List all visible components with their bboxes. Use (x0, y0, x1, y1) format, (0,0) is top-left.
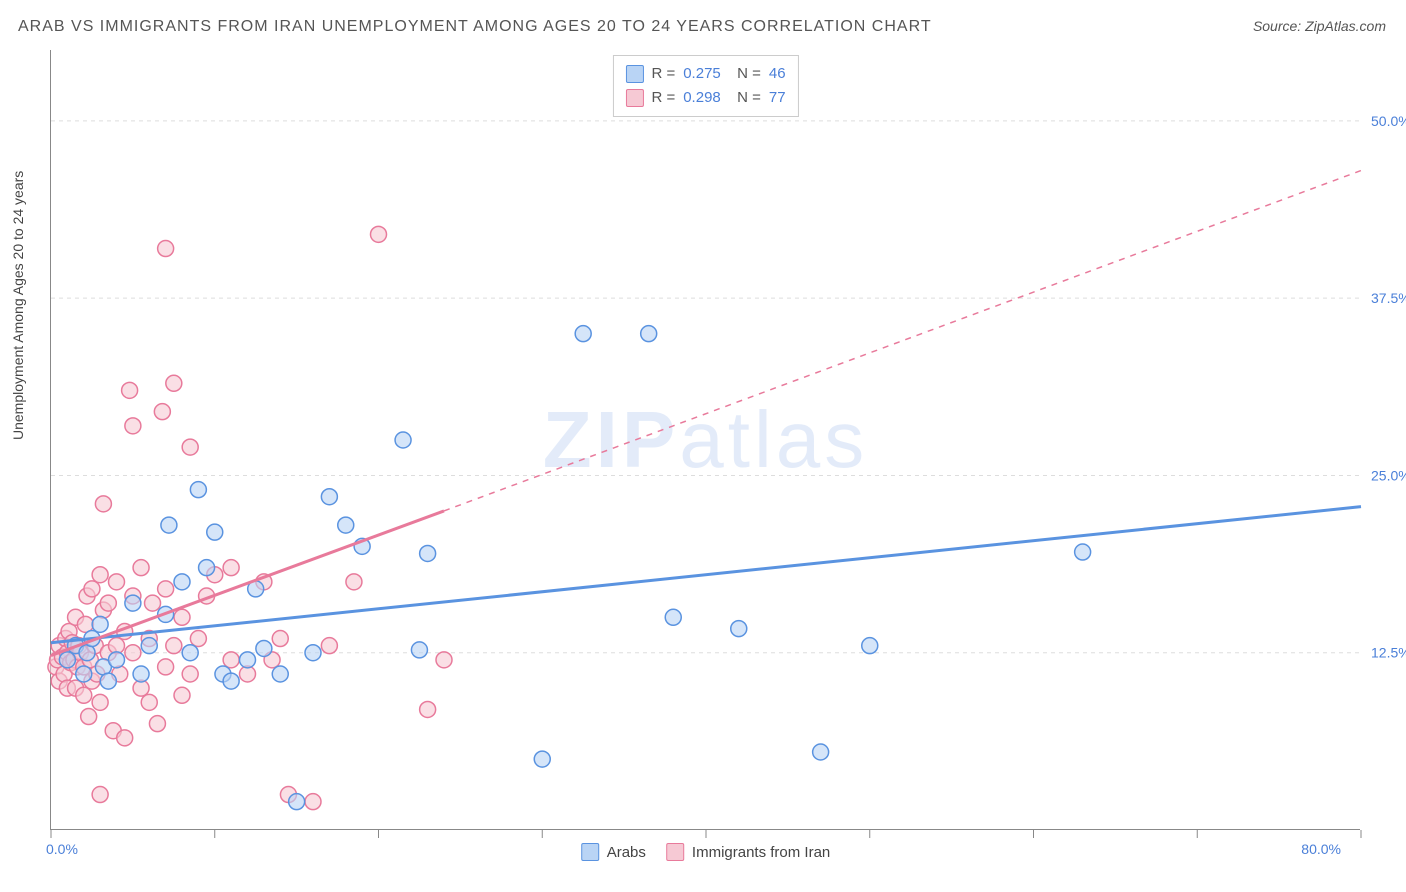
swatch-arabs-bottom (581, 843, 599, 861)
source-label: Source: ZipAtlas.com (1253, 18, 1386, 34)
svg-text:25.0%: 25.0% (1371, 467, 1406, 483)
swatch-iran-bottom (666, 843, 684, 861)
svg-text:12.5%: 12.5% (1371, 645, 1406, 661)
scatter-svg: 12.5%25.0%37.5%50.0%0.0%80.0% (51, 50, 1361, 830)
series-legend: Arabs Immigrants from Iran (581, 843, 831, 861)
swatch-iran (625, 89, 643, 107)
legend-n-value-arabs: 46 (769, 62, 786, 86)
svg-text:80.0%: 80.0% (1301, 841, 1341, 857)
legend-r-value-iran: 0.298 (683, 86, 721, 110)
legend-label-arabs: Arabs (607, 844, 646, 861)
legend-r-value-arabs: 0.275 (683, 62, 721, 86)
legend-row-iran: R = 0.298 N = 77 (625, 86, 785, 110)
swatch-arabs (625, 65, 643, 83)
chart-title: ARAB VS IMMIGRANTS FROM IRAN UNEMPLOYMEN… (18, 18, 932, 36)
legend-n-value-iran: 77 (769, 86, 786, 110)
legend-spacer: N = (729, 86, 761, 110)
legend-item-arabs: Arabs (581, 843, 646, 861)
y-axis-label: Unemployment Among Ages 20 to 24 years (10, 171, 26, 440)
svg-text:0.0%: 0.0% (46, 841, 78, 857)
correlation-legend: R = 0.275 N = 46 R = 0.298 N = 77 (612, 55, 798, 117)
legend-row-arabs: R = 0.275 N = 46 (625, 62, 785, 86)
legend-item-iran: Immigrants from Iran (666, 843, 830, 861)
svg-text:37.5%: 37.5% (1371, 290, 1406, 306)
legend-label-iran: Immigrants from Iran (692, 844, 830, 861)
chart-plot-area: ZIPatlas 12.5%25.0%37.5%50.0%0.0%80.0% R… (50, 50, 1360, 830)
legend-r-label: R = (651, 62, 675, 86)
legend-r-label: R = (651, 86, 675, 110)
legend-spacer: N = (729, 62, 761, 86)
svg-text:50.0%: 50.0% (1371, 113, 1406, 129)
